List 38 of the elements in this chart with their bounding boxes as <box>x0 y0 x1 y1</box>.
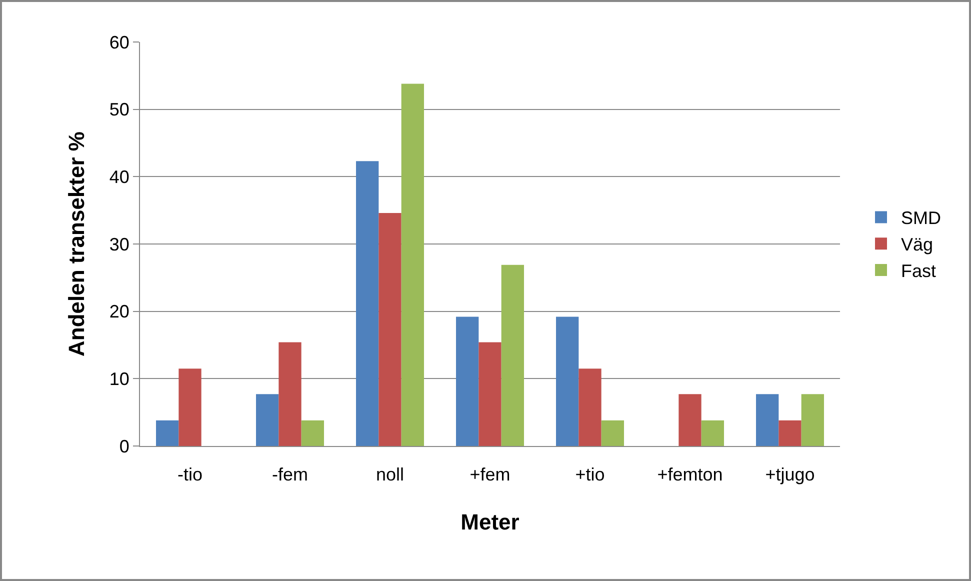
bar <box>256 394 279 446</box>
y-tick-label: 30 <box>109 234 130 254</box>
legend-label: SMD <box>901 208 941 228</box>
x-tick-label: -fem <box>272 464 308 485</box>
bar <box>556 316 579 446</box>
bar <box>756 394 779 446</box>
x-tick-label: -tio <box>177 464 203 485</box>
y-tick-label: 0 <box>119 436 130 456</box>
bar <box>578 368 602 446</box>
x-tick-label: +tio <box>575 464 605 485</box>
bar <box>456 316 479 446</box>
bar <box>801 394 824 446</box>
bar <box>278 342 302 446</box>
legend-label: Fast <box>901 261 936 282</box>
bar <box>678 394 702 446</box>
bar <box>778 420 802 446</box>
x-axis-title: Meter <box>460 510 520 534</box>
bar <box>378 213 402 446</box>
bar <box>401 84 424 446</box>
bar <box>701 420 724 446</box>
x-tick-label: +tjugo <box>765 464 815 485</box>
y-tick-label: 10 <box>109 368 130 389</box>
x-tick-label: noll <box>376 464 404 485</box>
bar <box>156 420 179 446</box>
y-tick-label: 40 <box>109 166 130 187</box>
legend-label: Väg <box>901 234 934 255</box>
x-tick-label: +fem <box>470 464 510 485</box>
y-tick-label: 20 <box>109 302 130 322</box>
bar <box>501 264 524 446</box>
y-tick-label: 50 <box>109 100 130 120</box>
y-tick-label: 60 <box>109 32 130 52</box>
bar <box>178 368 202 446</box>
bar <box>601 420 624 446</box>
y-axis-title: Andelen transekter % <box>64 132 90 356</box>
bar <box>301 420 324 446</box>
bar <box>478 342 502 446</box>
bar <box>356 161 379 446</box>
x-tick-label: +femton <box>657 464 723 485</box>
